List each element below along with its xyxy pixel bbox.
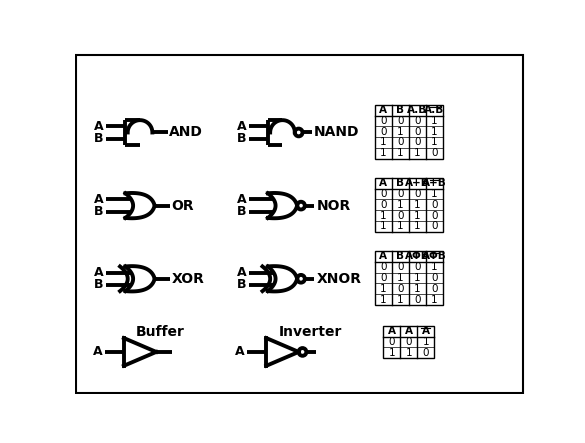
Text: B: B [237, 279, 246, 291]
Text: 1: 1 [414, 210, 421, 221]
Text: 0: 0 [380, 127, 387, 137]
Bar [383, 326, 434, 358]
Text: B: B [94, 279, 104, 291]
Text: 1: 1 [380, 284, 387, 294]
Text: 0: 0 [397, 116, 404, 126]
Text: 0: 0 [397, 210, 404, 221]
Text: 1: 1 [414, 284, 421, 294]
Text: A: A [235, 346, 245, 358]
Text: A+B: A+B [405, 178, 429, 188]
Text: 0: 0 [431, 200, 438, 210]
Text: A: A [379, 252, 387, 261]
Text: A: A [405, 326, 413, 336]
Text: 1: 1 [422, 337, 429, 347]
Text: A+B: A+B [422, 178, 446, 188]
Text: B: B [237, 132, 246, 145]
Text: Inverter: Inverter [278, 325, 342, 339]
Text: 0: 0 [380, 116, 387, 126]
Text: A: A [388, 326, 396, 336]
Text: 1: 1 [380, 210, 387, 221]
Text: 0: 0 [380, 273, 387, 283]
Text: NAND: NAND [314, 125, 360, 140]
Text: 0: 0 [380, 200, 387, 210]
Text: 0: 0 [414, 295, 421, 304]
Text: 1: 1 [380, 222, 387, 231]
Text: B: B [237, 205, 246, 218]
Text: 1: 1 [405, 348, 412, 358]
Text: 0: 0 [380, 189, 387, 199]
Text: 0: 0 [397, 189, 404, 199]
Text: B: B [94, 205, 104, 218]
Text: A.B: A.B [424, 105, 444, 115]
Text: 0: 0 [414, 127, 421, 137]
Text: 1: 1 [431, 127, 438, 137]
Bar [375, 251, 443, 305]
Text: B: B [396, 252, 404, 261]
Text: 1: 1 [388, 348, 395, 358]
Text: 0: 0 [388, 337, 395, 347]
Text: A.B: A.B [407, 105, 428, 115]
Text: A: A [92, 346, 102, 358]
Text: 0: 0 [431, 148, 438, 158]
Text: 1: 1 [397, 295, 404, 304]
Text: B: B [396, 178, 404, 188]
Text: XOR: XOR [171, 272, 205, 286]
Text: A: A [237, 266, 246, 279]
Text: AΦB: AΦB [422, 252, 446, 261]
Text: A: A [94, 193, 104, 206]
Text: A: A [237, 193, 246, 206]
Text: 1: 1 [431, 262, 438, 272]
Text: AΦB: AΦB [405, 252, 429, 261]
Text: 0: 0 [380, 262, 387, 272]
Text: 1: 1 [431, 295, 438, 304]
Text: A: A [379, 178, 387, 188]
Text: NOR: NOR [316, 198, 350, 213]
Text: 0: 0 [431, 273, 438, 283]
Text: 1: 1 [414, 148, 421, 158]
Text: 1: 1 [431, 116, 438, 126]
Text: A: A [422, 326, 430, 336]
Text: 0: 0 [414, 137, 421, 148]
Text: 0: 0 [414, 189, 421, 199]
Bar [375, 178, 443, 232]
Text: 0: 0 [414, 262, 421, 272]
Text: 0: 0 [422, 348, 429, 358]
Text: OR: OR [171, 198, 194, 213]
Text: AND: AND [169, 125, 203, 140]
Text: 1: 1 [397, 148, 404, 158]
Text: A: A [94, 266, 104, 279]
Text: 1: 1 [414, 200, 421, 210]
Text: 0: 0 [431, 210, 438, 221]
Text: 1: 1 [380, 295, 387, 304]
Text: 0: 0 [397, 284, 404, 294]
Text: 0: 0 [397, 137, 404, 148]
Text: 1: 1 [431, 137, 438, 148]
Text: B: B [94, 132, 104, 145]
Text: 1: 1 [380, 148, 387, 158]
Text: 1: 1 [397, 200, 404, 210]
Text: 0: 0 [431, 222, 438, 231]
Text: 1: 1 [414, 273, 421, 283]
Text: A: A [94, 120, 104, 133]
Text: 1: 1 [431, 189, 438, 199]
Text: 1: 1 [397, 127, 404, 137]
Text: A: A [237, 120, 246, 133]
Text: A: A [379, 105, 387, 115]
Text: 1: 1 [397, 222, 404, 231]
Text: 1: 1 [380, 137, 387, 148]
Text: 0: 0 [431, 284, 438, 294]
Text: Buffer: Buffer [136, 325, 185, 339]
Text: XNOR: XNOR [316, 272, 362, 286]
Text: 0: 0 [397, 262, 404, 272]
Text: 1: 1 [397, 273, 404, 283]
Text: B: B [396, 105, 404, 115]
Text: 1: 1 [414, 222, 421, 231]
Text: 0: 0 [414, 116, 421, 126]
Bar [375, 105, 443, 159]
Text: 0: 0 [405, 337, 412, 347]
